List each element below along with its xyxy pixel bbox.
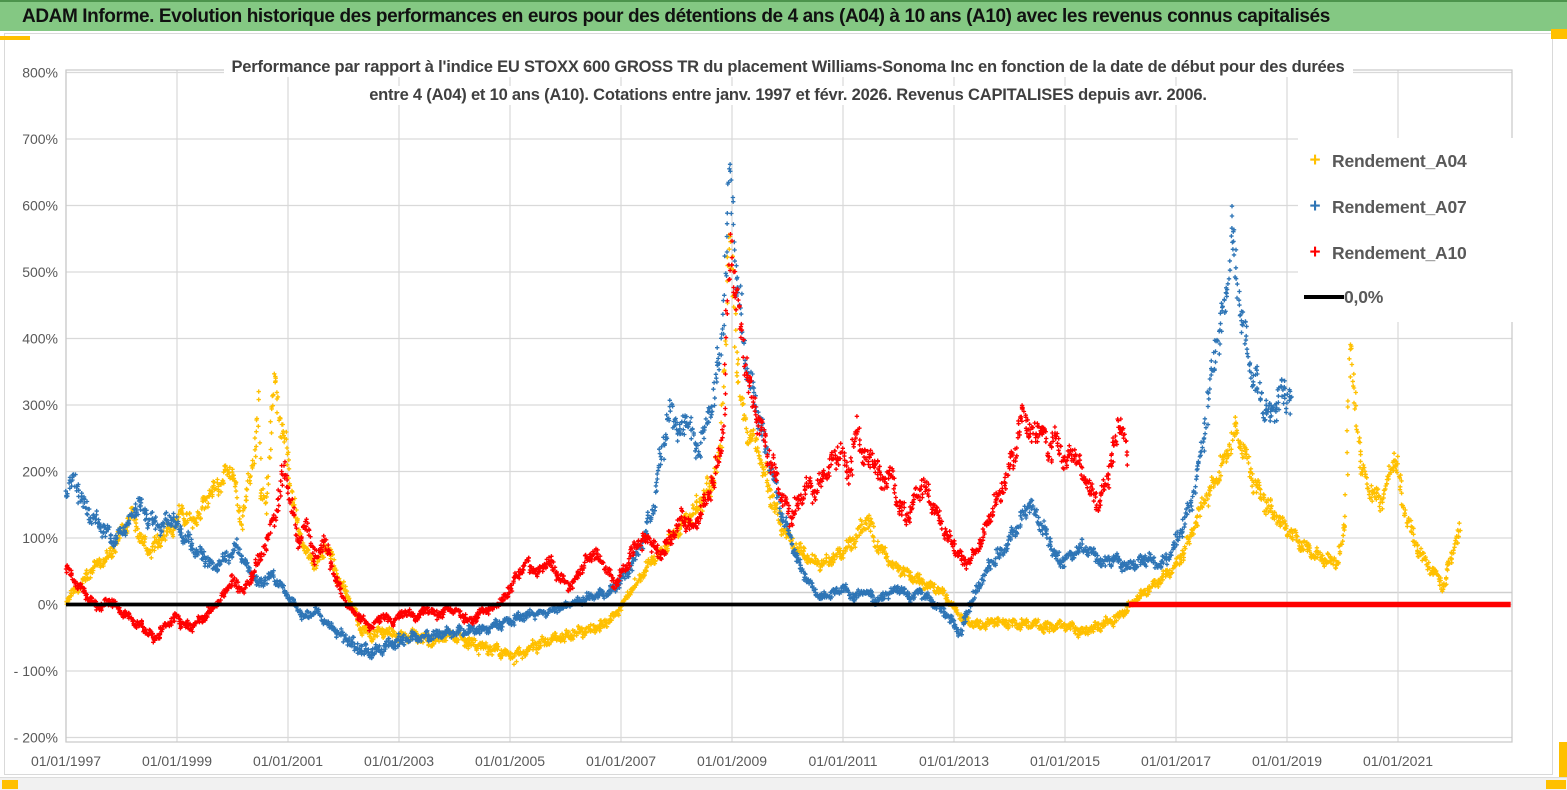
svg-text:600%: 600% xyxy=(22,198,58,214)
plus-marker-icon: + xyxy=(1309,242,1321,263)
legend-label-a04: Rendement_A04 xyxy=(1332,150,1467,171)
svg-text:01/01/2013: 01/01/2013 xyxy=(919,753,989,769)
svg-text:01/01/2009: 01/01/2009 xyxy=(697,753,767,769)
legend-item-rendement-a07[interactable]: + Rendement_A07 xyxy=(1298,192,1467,222)
svg-text:- 200%: - 200% xyxy=(14,730,58,746)
frame-accent-right xyxy=(1559,742,1567,786)
legend-label-zero: 0,0% xyxy=(1344,286,1384,307)
svg-text:- 100%: - 100% xyxy=(14,663,58,679)
chart-legend: + Rendement_A04 + Rendement_A07 + Rendem… xyxy=(1298,138,1514,322)
legend-label-a07: Rendement_A07 xyxy=(1332,196,1467,217)
frame-accent-bottom-left xyxy=(2,780,18,789)
bottom-scrollbar-strip xyxy=(0,777,1567,790)
svg-text:01/01/2019: 01/01/2019 xyxy=(1252,753,1322,769)
legend-item-rendement-a04[interactable]: + Rendement_A04 xyxy=(1298,146,1467,176)
svg-text:01/01/2007: 01/01/2007 xyxy=(586,753,656,769)
plus-marker-icon: + xyxy=(1309,150,1321,171)
frame-accent-top-right xyxy=(1551,29,1567,39)
svg-text:300%: 300% xyxy=(22,397,58,413)
svg-text:01/01/2021: 01/01/2021 xyxy=(1363,753,1433,769)
svg-text:01/01/2001: 01/01/2001 xyxy=(253,753,323,769)
svg-text:01/01/2015: 01/01/2015 xyxy=(1030,753,1100,769)
svg-text:700%: 700% xyxy=(22,131,58,147)
legend-item-rendement-a10[interactable]: + Rendement_A10 xyxy=(1298,238,1467,268)
report-title: ADAM Informe. Evolution historique des p… xyxy=(22,5,1330,27)
legend-item-zero-line[interactable]: 0,0% xyxy=(1298,282,1383,312)
frame-accent-top-left xyxy=(0,36,30,40)
svg-text:800%: 800% xyxy=(22,65,58,81)
svg-text:400%: 400% xyxy=(22,331,58,347)
svg-text:100%: 100% xyxy=(22,530,58,546)
svg-text:01/01/2017: 01/01/2017 xyxy=(1141,753,1211,769)
svg-text:01/01/1997: 01/01/1997 xyxy=(31,753,101,769)
chart-container xyxy=(4,33,1553,775)
svg-text:500%: 500% xyxy=(22,264,58,280)
svg-text:01/01/2011: 01/01/2011 xyxy=(808,753,877,769)
plus-marker-icon: + xyxy=(1309,196,1321,217)
frame-accent-bottom-right xyxy=(1546,780,1566,789)
svg-text:200%: 200% xyxy=(22,464,58,480)
svg-text:01/01/2003: 01/01/2003 xyxy=(364,753,434,769)
svg-text:0%: 0% xyxy=(38,597,58,613)
report-header: ADAM Informe. Evolution historique des p… xyxy=(0,0,1567,31)
svg-text:01/01/2005: 01/01/2005 xyxy=(475,753,545,769)
line-swatch-icon xyxy=(1304,295,1344,299)
legend-label-a10: Rendement_A10 xyxy=(1332,242,1467,263)
svg-text:01/01/1999: 01/01/1999 xyxy=(142,753,212,769)
